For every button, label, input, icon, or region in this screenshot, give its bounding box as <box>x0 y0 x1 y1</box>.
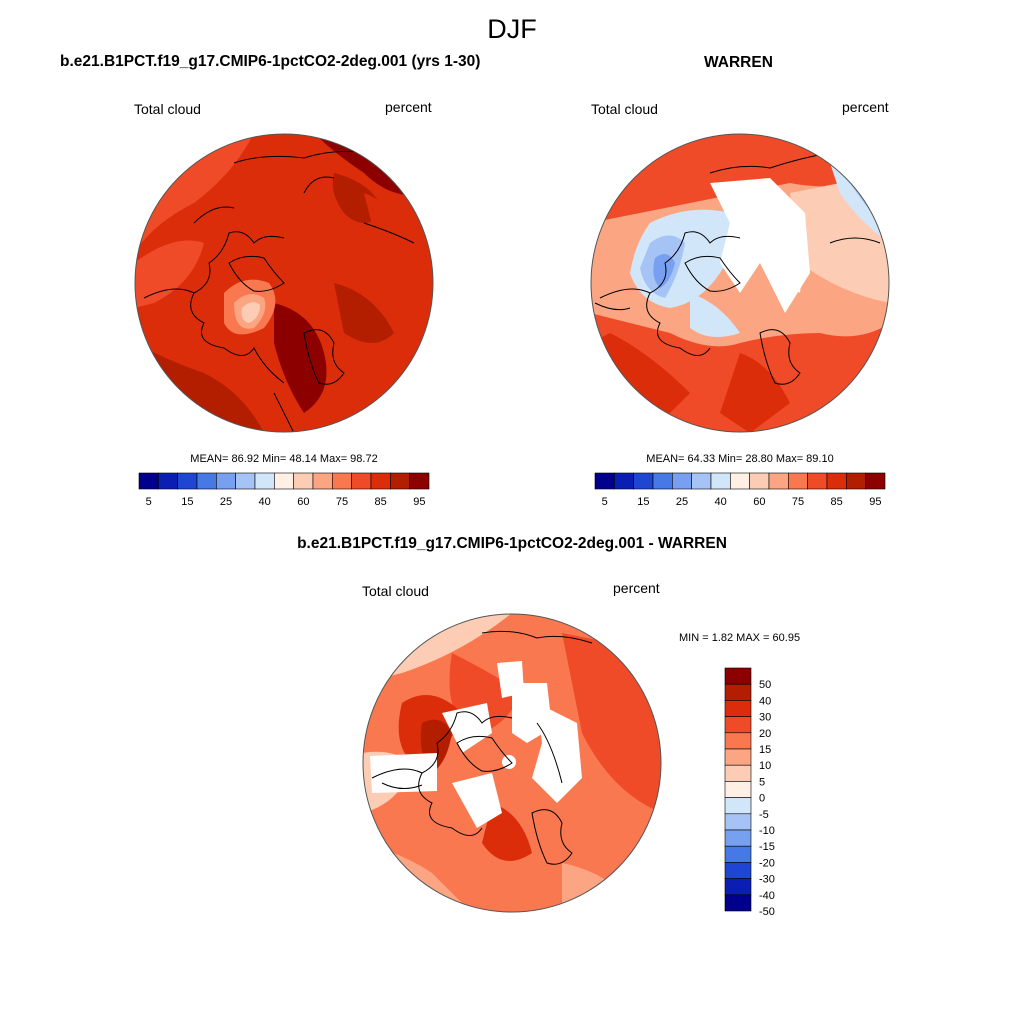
panel3-colorbar-box <box>724 813 752 831</box>
panel1-colorbar-box <box>370 472 391 490</box>
panel3-colorbar-box <box>724 667 752 685</box>
panel3-colorbar-tick-label: -15 <box>759 841 775 853</box>
panel1-colorbar-tick-label: 60 <box>297 496 309 508</box>
panel3-colorbar-box <box>724 764 752 782</box>
panel3-colorbar-tick-label: 5 <box>759 776 765 788</box>
panel3-colorbar-tick-label: 50 <box>759 679 771 691</box>
panel2-colorbar-tick-label: 60 <box>753 496 765 508</box>
panel3-colorbar-box <box>724 845 752 863</box>
panel3-colorbar-box <box>724 748 752 766</box>
panel3-colorbar-box <box>724 829 752 847</box>
panel3-colorbar-tick-label: 15 <box>759 744 771 756</box>
panel2-colorbar-tick-label: 40 <box>715 496 727 508</box>
panel1-colorbar-tick-label: 40 <box>259 496 271 508</box>
panel1-colorbar-box <box>293 472 314 490</box>
panel3-colorbar-box <box>724 700 752 717</box>
panel3-colorbar-box <box>724 878 752 896</box>
panel2-colorbar-box <box>691 472 712 490</box>
panel1-colorbar-box <box>332 472 352 490</box>
panel2-colorbar-tick-label: 15 <box>637 496 649 508</box>
panel2-colorbar-box <box>768 472 789 490</box>
panel2-colorbar: 5 15 25 40 60 75 85 95 <box>594 472 886 508</box>
panel1-coastlines <box>143 150 415 432</box>
panel3-colorbar-tick-label: -20 <box>759 857 775 869</box>
panel3-colorbar-box <box>724 781 752 798</box>
panel3-colorbar-box <box>724 683 752 701</box>
panel2-colorbar-box <box>672 472 692 490</box>
panel3-colorbar-tick-label: 0 <box>759 793 765 805</box>
panel1-colorbar-tick-label: 15 <box>181 496 193 508</box>
panel2-colorbar-box <box>614 472 634 490</box>
panel1-colorbar-box <box>351 472 372 490</box>
panel1-colorbar-tick-label: 85 <box>375 496 387 508</box>
panel2-colorbar-tick-label: 25 <box>676 496 688 508</box>
panel1-colorbar-box <box>158 472 178 490</box>
panel3-colorbar-box <box>724 862 752 879</box>
panel3-colorbar-tick-label: 30 <box>759 712 771 724</box>
panel3-coastlines <box>371 630 593 865</box>
panel2-colorbar-box <box>826 472 847 490</box>
panel1-colorbar: 5 15 25 40 60 75 85 95 <box>138 472 430 508</box>
panel1-colorbar-box <box>409 472 430 490</box>
panel2-colorbar-tick-label: 85 <box>831 496 843 508</box>
panel1-colorbar-box <box>177 472 198 490</box>
panel3-stats: MIN = 1.82 MAX = 60.95 <box>679 632 801 644</box>
panel1-colorbar-box <box>138 472 159 490</box>
panel1-colorbar-box <box>216 472 236 490</box>
panel2-colorbar-tick-label: 5 <box>602 496 608 508</box>
panel1-colorbar-tick-label: 95 <box>413 496 425 508</box>
panel3-colorbar-tick-label: 20 <box>759 728 771 740</box>
panel1-colorbar-box <box>390 472 410 490</box>
panel1-colorbar-tick-label: 75 <box>336 496 348 508</box>
panel2-colorbar-box <box>846 472 866 490</box>
panel2-colorbar-tick-label: 95 <box>869 496 881 508</box>
panel2-polar-map <box>590 133 890 433</box>
panel2-colorbar-box <box>652 472 673 490</box>
panel1-colorbar-box <box>196 472 217 490</box>
panel2-title: WARREN <box>704 54 773 71</box>
panel2-colorbar-box <box>710 472 731 490</box>
panel1-stats: MEAN= 86.92 Min= 48.14 Max= 98.72 <box>190 453 378 465</box>
panel1-colorbar-box <box>235 472 256 490</box>
panel2-colorbar-box <box>749 472 770 490</box>
panel1-colorbar-tick-label: 5 <box>146 496 152 508</box>
panel1-colorbar-box <box>312 472 333 490</box>
panel3-units-label: percent <box>613 580 660 596</box>
panel1-colorbar-box <box>254 472 275 490</box>
panel1-variable-label: Total cloud <box>134 101 201 117</box>
panel2-colorbar-box <box>807 472 828 490</box>
panel2-stats: MEAN= 64.33 Min= 28.80 Max= 89.10 <box>646 453 834 465</box>
panel3-title: b.e21.B1PCT.f19_g17.CMIP6-1pctCO2-2deg.0… <box>297 535 727 552</box>
panel3-colorbar-tick-label: -30 <box>759 874 775 886</box>
panel2-colorbar-box <box>633 472 654 490</box>
panel2-colorbar-box <box>594 472 615 490</box>
panel3-colorbar-tick-label: 10 <box>759 760 771 772</box>
panel3-variable-label: Total cloud <box>362 583 429 599</box>
panel1-title: b.e21.B1PCT.f19_g17.CMIP6-1pctCO2-2deg.0… <box>60 53 481 70</box>
panel3-colorbar-tick-label: -5 <box>759 809 769 821</box>
panel2-coastlines <box>594 152 881 385</box>
panel3-colorbar-box <box>724 894 752 912</box>
panel3-colorbar-box <box>724 716 752 734</box>
panel1-units-label: percent <box>385 99 432 115</box>
panel2-colorbar-tick-label: 75 <box>792 496 804 508</box>
panel2-colorbar-box <box>730 472 750 490</box>
panel2-colorbar-box <box>788 472 808 490</box>
panel1-colorbar-tick-label: 25 <box>220 496 232 508</box>
panel1-colorbar-box <box>274 472 294 490</box>
panel3-colorbar-box <box>724 732 752 750</box>
panel2-map-fill <box>591 134 889 432</box>
panel3-colorbar-tick-label: 40 <box>759 695 771 707</box>
panel3-polar-map <box>362 613 662 913</box>
panel3-colorbar-tick-label: -10 <box>759 825 775 837</box>
panel3-colorbar-tick-label: -50 <box>759 906 775 918</box>
panel1-polar-map <box>134 133 434 433</box>
panel2-units-label: percent <box>842 99 889 115</box>
panel3-colorbar-box <box>724 797 752 815</box>
figure-title: DJF <box>487 14 537 44</box>
panel3-colorbar-tick-label: -40 <box>759 890 775 902</box>
panel2-variable-label: Total cloud <box>591 101 658 117</box>
panel2-colorbar-box <box>865 472 886 490</box>
